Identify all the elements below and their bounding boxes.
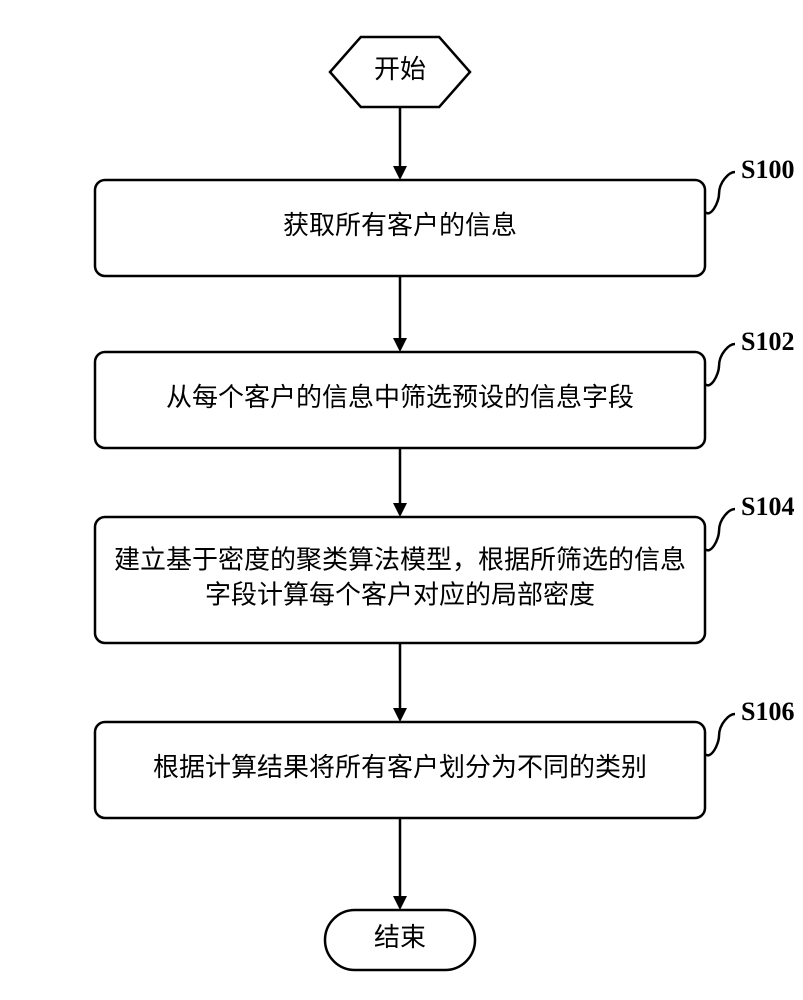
arrow-head	[393, 338, 407, 352]
arrow-head	[393, 166, 407, 180]
s100-text: 获取所有客户的信息	[283, 211, 517, 240]
label-connector	[705, 509, 735, 550]
arrow-head	[393, 708, 407, 722]
step-label: S106	[741, 697, 794, 726]
step-label: S104	[741, 492, 794, 521]
label-connector	[705, 714, 735, 755]
s102-text: 从每个客户的信息中筛选预设的信息字段	[166, 383, 634, 412]
arrow-head	[393, 503, 407, 517]
end-text: 结束	[374, 923, 426, 952]
start-text: 开始	[374, 55, 426, 84]
label-connector	[705, 172, 735, 213]
step-label: S100	[741, 155, 794, 184]
s106-text: 根据计算结果将所有客户划分为不同的类别	[153, 753, 647, 782]
step-label: S102	[741, 327, 794, 356]
arrow-head	[393, 896, 407, 910]
s104-text: 建立基于密度的聚类算法模型，根据所筛选的信息	[114, 545, 686, 574]
s104-text: 字段计算每个客户对应的局部密度	[205, 581, 595, 610]
label-connector	[705, 344, 735, 385]
